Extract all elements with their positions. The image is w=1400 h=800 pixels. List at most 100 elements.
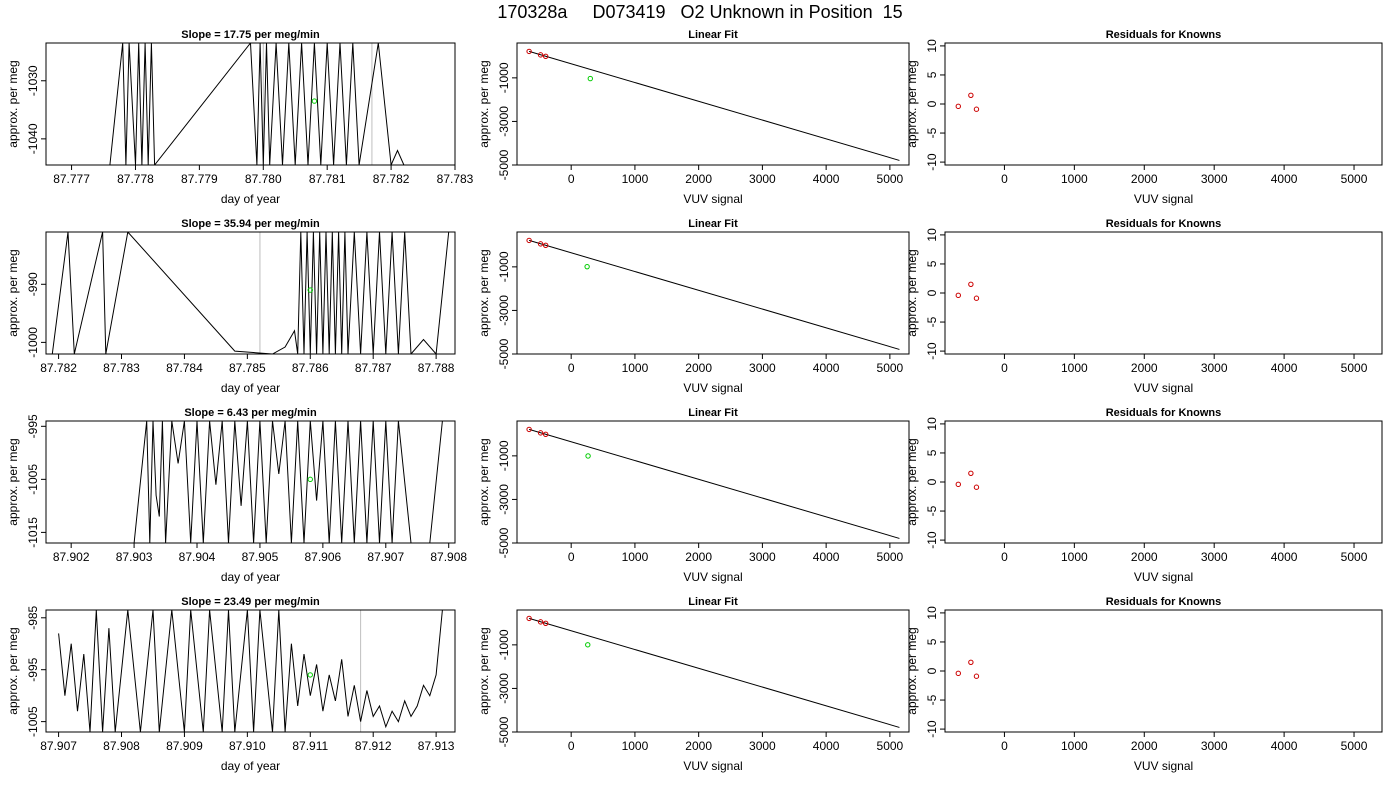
x-tick-label: 87.911 bbox=[292, 739, 328, 753]
y-tick-label: -5 bbox=[925, 505, 939, 516]
y-tick-label: 10 bbox=[925, 606, 939, 620]
y-tick-label: -5000 bbox=[497, 527, 511, 558]
data-series-line bbox=[58, 610, 443, 732]
plot-frame bbox=[516, 231, 910, 355]
data-series-line bbox=[51, 232, 450, 354]
panel-residuals: Residuals for Knowns VUV signal approx. pe… bbox=[905, 407, 1383, 584]
fit-line bbox=[528, 50, 900, 161]
unknown-point bbox=[584, 263, 590, 270]
x-tick-label: 87.908 bbox=[103, 739, 140, 753]
fit-line bbox=[528, 617, 900, 728]
x-tick-label: 87.909 bbox=[166, 739, 203, 753]
y-tick-label: -5 bbox=[925, 694, 939, 705]
y-tick-label: -5000 bbox=[497, 338, 511, 369]
x-tick-label: 4000 bbox=[1271, 739, 1298, 753]
plot-frame bbox=[944, 420, 1383, 544]
x-axis-label: VUV signal bbox=[683, 192, 742, 206]
known-point bbox=[526, 426, 532, 433]
known-point bbox=[537, 430, 544, 436]
panel-title: Slope = 17.75 per meg/min bbox=[181, 29, 320, 41]
y-tick-label: -985 bbox=[26, 605, 40, 629]
panel-title: Linear Fit bbox=[688, 29, 738, 41]
x-tick-label: 3000 bbox=[1201, 361, 1228, 375]
x-tick-label: 2000 bbox=[1131, 550, 1158, 564]
x-axis-label: day of year bbox=[221, 759, 280, 773]
x-tick-label: 87.787 bbox=[355, 361, 392, 375]
y-tick-label: -1005 bbox=[26, 706, 40, 737]
x-tick-label: 3000 bbox=[1201, 172, 1228, 186]
x-tick-label: 4000 bbox=[813, 361, 840, 375]
y-tick-label: -10 bbox=[925, 531, 939, 549]
known-point bbox=[537, 241, 544, 247]
x-tick-label: 1000 bbox=[1061, 550, 1088, 564]
panel-residuals: Residuals for Knowns VUV signal approx. pe… bbox=[905, 29, 1383, 206]
plot-area bbox=[526, 48, 900, 161]
x-tick-label: 87.913 bbox=[418, 739, 455, 753]
y-tick-label: 10 bbox=[925, 39, 939, 53]
known-point bbox=[537, 619, 544, 625]
residual-point bbox=[968, 659, 974, 665]
y-tick-label: 0 bbox=[925, 100, 939, 107]
x-tick-label: 87.782 bbox=[373, 172, 410, 186]
x-tick-label: 1000 bbox=[1061, 172, 1088, 186]
y-tick-label: -10 bbox=[925, 720, 939, 738]
y-tick-label: -1000 bbox=[26, 327, 40, 358]
x-tick-label: 5000 bbox=[1341, 550, 1368, 564]
x-axis-label: VUV signal bbox=[683, 381, 742, 395]
panel-time-series: Slope = 35.94 per meg/min day of year appr… bbox=[6, 218, 456, 395]
known-point bbox=[526, 615, 532, 622]
plot-area bbox=[955, 470, 980, 490]
x-tick-label: 2000 bbox=[685, 172, 712, 186]
x-tick-label: 0 bbox=[1001, 550, 1008, 564]
x-tick-label: 2000 bbox=[1131, 739, 1158, 753]
panel-title: Slope = 35.94 per meg/min bbox=[181, 218, 320, 230]
x-tick-label: 1000 bbox=[622, 739, 649, 753]
residual-point bbox=[955, 292, 961, 299]
plot-area bbox=[955, 659, 980, 679]
panel-title: Residuals for Knowns bbox=[1106, 596, 1222, 608]
x-tick-label: 0 bbox=[1001, 361, 1008, 375]
y-tick-label: -1030 bbox=[26, 65, 40, 96]
plot-frame bbox=[45, 420, 456, 544]
x-tick-label: 87.906 bbox=[305, 550, 342, 564]
y-tick-label: -5 bbox=[925, 127, 939, 138]
data-series-line bbox=[84, 43, 405, 165]
residual-point bbox=[968, 281, 974, 287]
x-tick-label: 2000 bbox=[1131, 361, 1158, 375]
x-tick-label: 87.780 bbox=[245, 172, 282, 186]
x-tick-label: 87.782 bbox=[40, 361, 77, 375]
x-tick-label: 1000 bbox=[622, 361, 649, 375]
x-axis-label: VUV signal bbox=[683, 759, 742, 773]
residual-point bbox=[973, 484, 980, 490]
y-axis-label: approx. per meg bbox=[6, 627, 20, 714]
x-axis-label: VUV signal bbox=[1134, 192, 1193, 206]
y-axis-label: approx. per meg bbox=[477, 60, 491, 147]
y-tick-label: 10 bbox=[925, 417, 939, 431]
y-axis-label: approx. per meg bbox=[477, 627, 491, 714]
y-tick-label: 5 bbox=[925, 71, 939, 78]
x-tick-label: 87.903 bbox=[116, 550, 153, 564]
panel-title: Residuals for Knowns bbox=[1106, 407, 1222, 419]
plot-frame bbox=[944, 42, 1383, 166]
x-axis-label: VUV signal bbox=[1134, 759, 1193, 773]
y-tick-label: -3000 bbox=[497, 484, 511, 515]
known-point bbox=[542, 620, 549, 626]
x-tick-label: 87.907 bbox=[367, 550, 404, 564]
x-tick-label: 5000 bbox=[877, 172, 904, 186]
y-tick-label: -1000 bbox=[497, 62, 511, 93]
x-tick-label: 87.788 bbox=[418, 361, 455, 375]
unknown-marker bbox=[311, 98, 318, 104]
data-series-line bbox=[46, 421, 443, 543]
y-tick-label: -1000 bbox=[497, 251, 511, 282]
y-tick-label: 0 bbox=[925, 478, 939, 485]
x-tick-label: 1000 bbox=[1061, 361, 1088, 375]
panel-title: Slope = 23.49 per meg/min bbox=[181, 596, 320, 608]
y-tick-label: 0 bbox=[925, 667, 939, 674]
plot-area bbox=[84, 43, 405, 165]
residual-point bbox=[973, 673, 980, 679]
y-tick-label: 5 bbox=[925, 638, 939, 645]
known-point bbox=[526, 237, 532, 244]
residual-point bbox=[968, 470, 974, 476]
panel-linear-fit: Linear Fit VUV signal approx. per meg 0 1000… bbox=[477, 596, 910, 773]
x-axis-label: VUV signal bbox=[1134, 570, 1193, 584]
